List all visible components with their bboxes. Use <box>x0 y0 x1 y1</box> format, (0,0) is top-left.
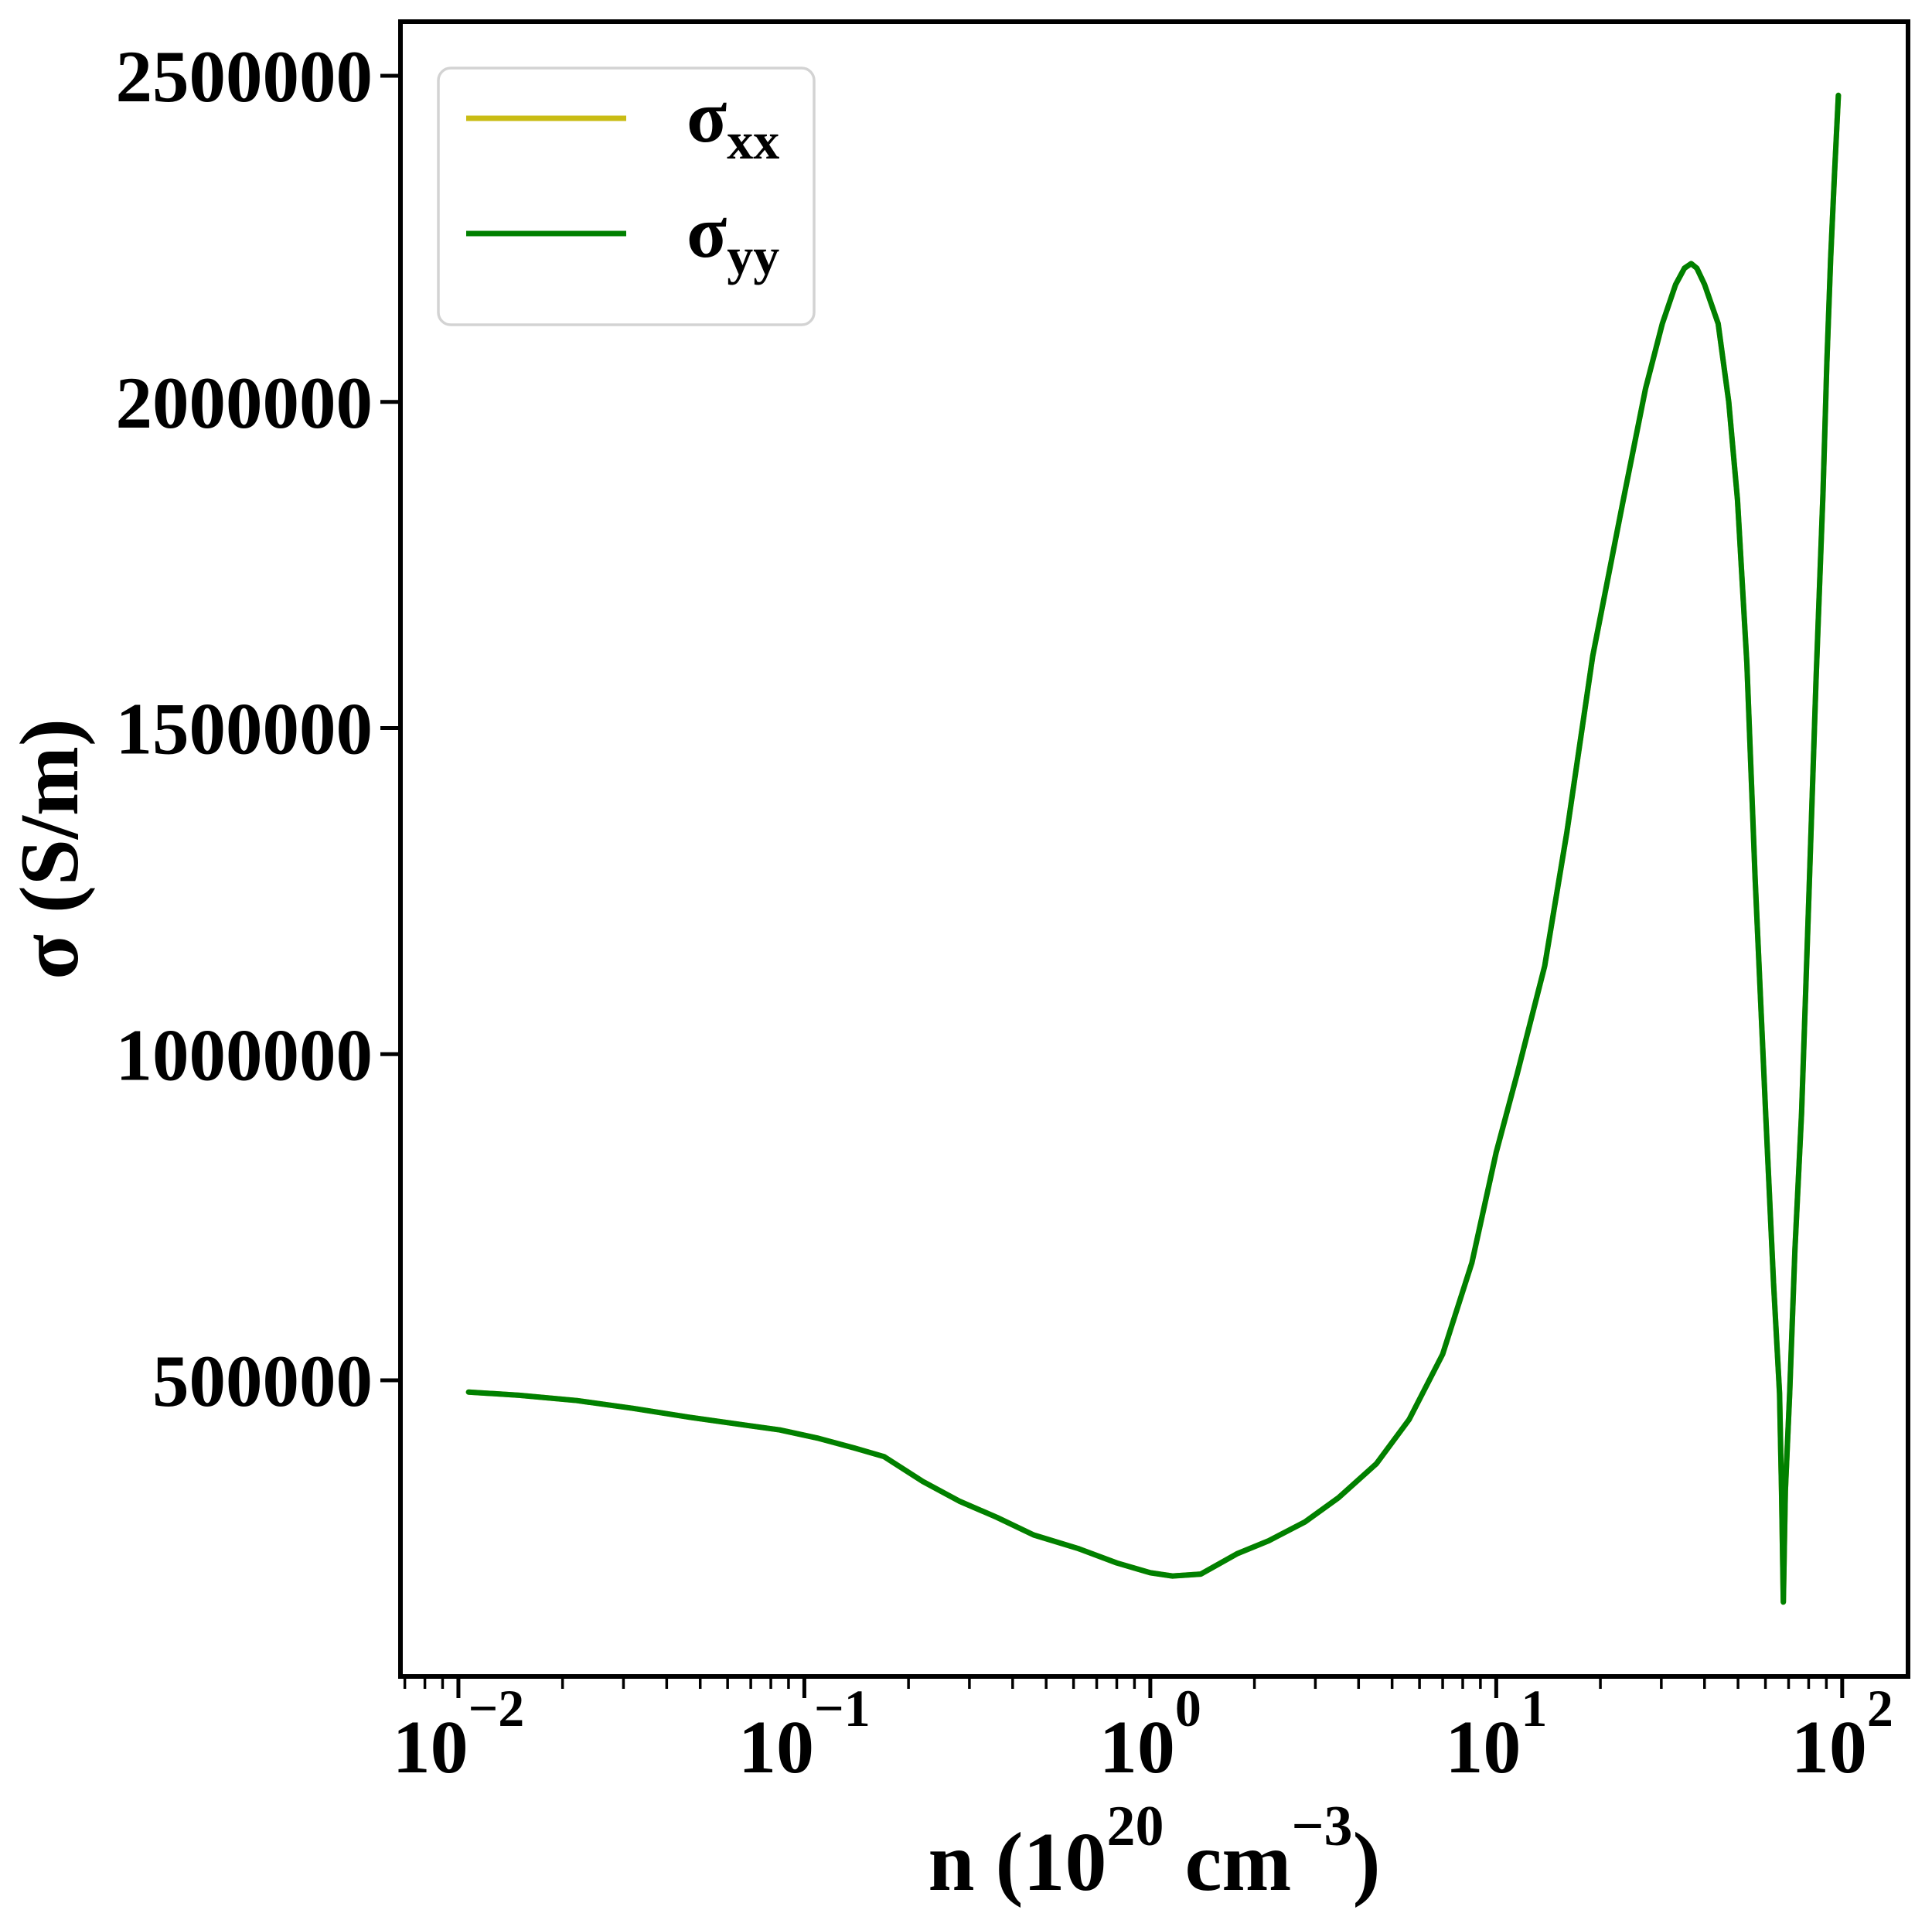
plot-border <box>398 19 1910 1679</box>
curves <box>465 92 1842 1605</box>
legend-label-xx: σxx <box>687 75 779 170</box>
y-tick-labels: 500000 1000000 1500000 2000000 2500000 <box>116 36 373 1422</box>
x-tick-labels: 10−2 10−1 100 101 102 <box>393 1679 1893 1789</box>
legend-label-yy: σyy <box>687 190 779 285</box>
y-axis-label: σ (S/m) <box>4 718 96 980</box>
y-tick-label: 500000 <box>152 1340 373 1422</box>
x-minor-ticks <box>403 1676 1828 1689</box>
y-tick-label: 2500000 <box>116 36 373 118</box>
x-axis-label: n (1020 cm−3) <box>928 1795 1380 1908</box>
curve-sigma-yy <box>465 92 1842 1605</box>
x-tick-label: 10−1 <box>738 1679 871 1789</box>
x-major-ticks <box>456 1676 1845 1698</box>
y-major-ticks <box>380 73 400 1383</box>
legend-box <box>437 67 816 326</box>
x-tick-label: 101 <box>1445 1679 1547 1789</box>
x-tick-label: 100 <box>1099 1679 1201 1789</box>
x-tick-label: 10−2 <box>393 1679 525 1789</box>
legend-entries: σxx σyy <box>466 75 779 285</box>
y-tick-label: 2000000 <box>116 362 373 444</box>
y-tick-label: 1000000 <box>116 1014 373 1096</box>
x-tick-label: 102 <box>1791 1679 1893 1789</box>
y-tick-label: 1500000 <box>116 688 373 770</box>
legend: σxx σyy <box>437 67 816 326</box>
